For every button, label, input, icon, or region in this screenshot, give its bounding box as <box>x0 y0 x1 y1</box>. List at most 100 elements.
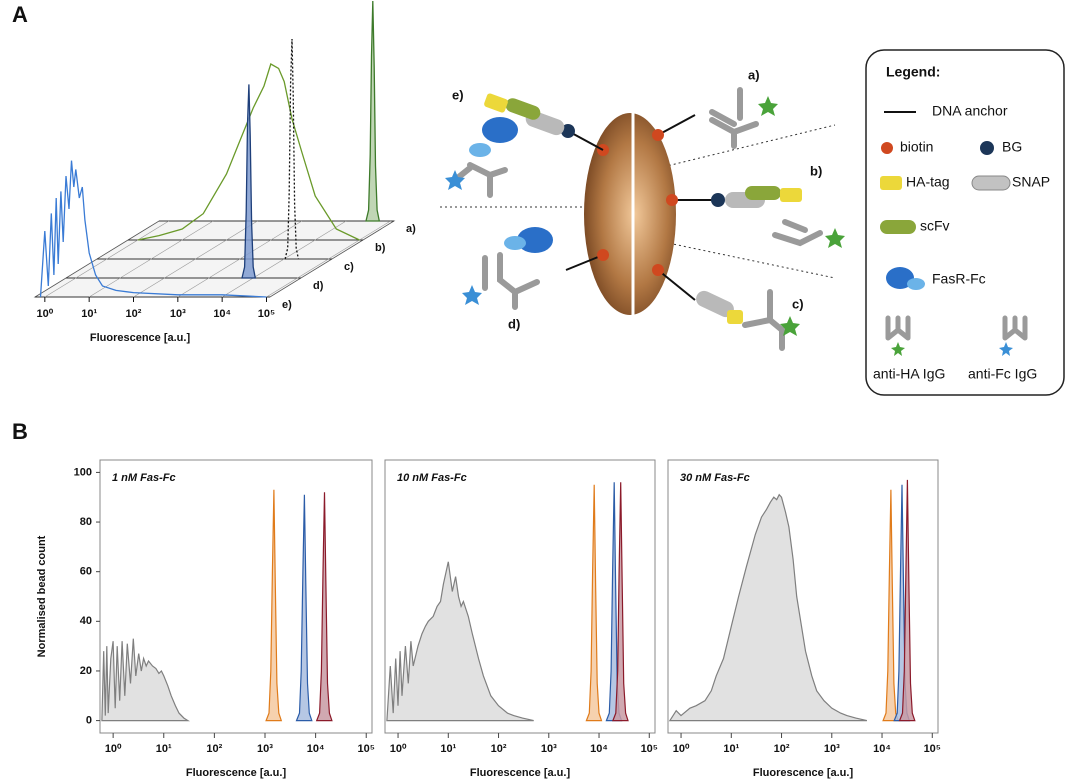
legend-icon <box>1002 315 1028 341</box>
x-tick-label: 10³ <box>257 743 273 755</box>
snap <box>696 290 734 318</box>
tick-line <box>133 220 258 298</box>
histogram <box>101 638 190 722</box>
histogram-line <box>365 0 381 222</box>
legend-icon <box>886 267 914 289</box>
legend-icon <box>880 220 916 234</box>
x-tick-label: 10² <box>491 743 507 755</box>
biotin <box>666 194 678 206</box>
bg <box>711 193 725 207</box>
y-tick-label: 0 <box>86 714 92 726</box>
row-label: b) <box>375 242 386 254</box>
panel-label: A <box>12 2 28 27</box>
legend-icon <box>907 278 925 290</box>
legend-icon <box>881 142 893 154</box>
chart-title: 30 nM Fas-Fc <box>680 472 750 484</box>
histogram-line <box>241 84 257 279</box>
legend-label: biotin <box>900 139 933 155</box>
legend-title: Legend: <box>886 64 940 80</box>
bg <box>561 124 575 138</box>
tick-line <box>222 220 347 298</box>
histogram <box>386 561 534 722</box>
legend-icon <box>999 342 1013 356</box>
x-tick-label: 10² <box>206 743 222 755</box>
legend: Legend: DNA anchor biotin BG HA-tag SNAP… <box>865 49 1065 396</box>
biotin <box>652 264 664 276</box>
diagram-label: c) <box>792 296 804 311</box>
x-axis-label: Fluorescence [a.u.] <box>186 767 287 779</box>
star <box>758 96 778 116</box>
star <box>825 228 845 248</box>
legend-label: BG <box>1002 139 1022 155</box>
legend-label: DNA anchor <box>932 103 1008 119</box>
fasr-fc <box>504 236 526 250</box>
fasr-fc <box>482 117 518 143</box>
x-tick-label: 10⁰ <box>37 308 54 320</box>
y-tick-label: 20 <box>80 665 92 677</box>
chart-title: 10 nM Fas-Fc <box>397 472 467 484</box>
histogram <box>585 484 603 722</box>
legend-icon <box>891 342 905 356</box>
x-axis-label: Fluorescence [a.u.] <box>753 767 854 779</box>
x-tick-label: 10⁴ <box>307 743 325 755</box>
legend-label: HA-tag <box>906 174 950 190</box>
x-tick-label: 10³ <box>170 308 186 320</box>
scfv <box>505 98 541 120</box>
x-tick-label: 10⁴ <box>213 308 231 320</box>
x-tick-label: 10⁰ <box>390 743 407 755</box>
histogram-line <box>39 160 267 298</box>
tick-line <box>89 220 214 298</box>
legend-label: SNAP <box>1012 174 1050 190</box>
y-tick-label: 80 <box>80 516 92 528</box>
x-tick-label: 10⁴ <box>873 743 891 755</box>
x-tick-label: 10³ <box>824 743 840 755</box>
diagram-label: a) <box>748 67 760 82</box>
x-tick-label: 10⁵ <box>924 743 941 755</box>
tick-line <box>266 220 391 298</box>
anchor <box>657 114 696 136</box>
row-label: e) <box>282 299 292 311</box>
diagram-label: e) <box>452 87 464 102</box>
bead <box>584 113 676 315</box>
histogram-line <box>284 38 300 260</box>
histogram <box>898 479 916 722</box>
x-tick-label: 10⁵ <box>258 308 275 320</box>
anchor <box>657 269 696 301</box>
antibody <box>709 87 759 149</box>
y-axis-label: Normalised bead count <box>36 535 48 657</box>
chart-title: 1 nM Fas-Fc <box>112 472 176 484</box>
legend-icon <box>885 315 911 341</box>
antibody <box>482 252 540 310</box>
row-label: d) <box>313 280 324 292</box>
antibody <box>742 289 785 351</box>
y-tick-label: 60 <box>80 566 92 578</box>
star <box>780 316 800 336</box>
legend-icon <box>880 176 902 190</box>
x-tick-label: 10⁵ <box>358 743 375 755</box>
legend-label: FasR-Fc <box>932 271 986 287</box>
y-tick-label: 40 <box>80 615 92 627</box>
x-tick-label: 10¹ <box>81 308 97 320</box>
x-tick-label: 10² <box>126 308 142 320</box>
row-label: a) <box>406 223 416 235</box>
y-tick-label: 100 <box>74 466 92 478</box>
bead-diagram: a) b) c) d) e) <box>440 67 845 351</box>
x-axis-label: Fluorescence [a.u.] <box>90 332 191 344</box>
histogram <box>612 482 629 722</box>
histogram <box>668 493 868 722</box>
x-tick-label: 10⁵ <box>641 743 658 755</box>
diagram-label: d) <box>508 316 520 331</box>
histogram <box>295 494 313 722</box>
scfv <box>745 186 781 200</box>
row-label: c) <box>344 261 354 273</box>
histogram <box>315 492 333 722</box>
legend-icon <box>971 175 1011 191</box>
x-tick-label: 10⁰ <box>105 743 122 755</box>
tick-line <box>44 220 169 298</box>
ha-tag <box>727 310 743 324</box>
star <box>462 285 482 305</box>
biotin <box>652 129 664 141</box>
legend-label: scFv <box>920 218 950 234</box>
x-tick-label: 10¹ <box>723 743 739 755</box>
